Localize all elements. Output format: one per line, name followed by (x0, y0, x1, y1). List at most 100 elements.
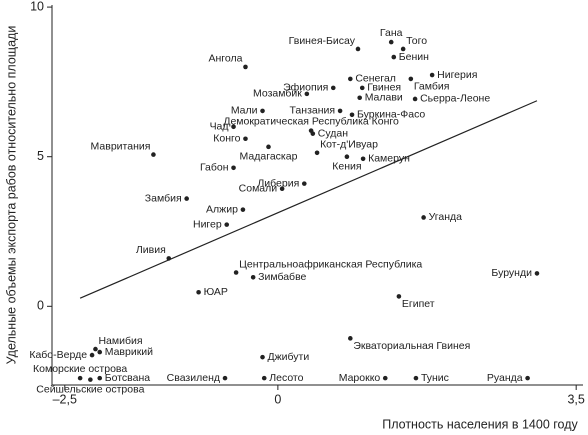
x-tick-label: –2,5 (53, 392, 77, 406)
point (279, 186, 285, 192)
point-label: Гана (380, 27, 403, 39)
point-label: Сенегал (355, 73, 396, 85)
y-axis-title: Удельные объемы экспорта рабов относител… (4, 26, 18, 365)
point-label: Бурунди (491, 267, 532, 279)
point (77, 375, 83, 381)
point-label: Ливия (136, 244, 166, 256)
point-label: Свазиленд (167, 372, 220, 384)
point-label: Центральноафриканская Республика (239, 258, 422, 270)
point (261, 375, 267, 381)
point-label: Замбия (145, 192, 182, 204)
point-label: Малави (365, 92, 403, 104)
point-label: Сьерра-Леоне (420, 93, 490, 105)
point (412, 96, 418, 102)
point (243, 64, 248, 70)
point (421, 215, 426, 220)
point-label: Габон (200, 162, 229, 174)
point-label: Алжир (206, 203, 238, 215)
point-label: Мали (231, 105, 258, 117)
point-label: Кабо-Верде (29, 349, 87, 361)
point (400, 46, 406, 52)
point (429, 72, 435, 78)
point (344, 154, 350, 160)
trend-line (79, 100, 538, 299)
point (534, 271, 540, 276)
point-label: Кот-д'Ивуар (320, 139, 378, 151)
point-label: Марокко (339, 372, 381, 384)
point (355, 46, 361, 52)
point (314, 150, 320, 156)
point-label: Конго (213, 133, 240, 145)
x-tick-label: 0 (274, 392, 281, 406)
point (89, 352, 95, 358)
point (310, 131, 316, 136)
point (184, 196, 189, 201)
point (224, 222, 230, 227)
point (348, 76, 353, 82)
point-label: Танзания (289, 105, 335, 117)
point-label: Ботсвана (105, 372, 151, 384)
point-label: Сомали (239, 182, 278, 194)
point (382, 375, 388, 381)
point (301, 181, 307, 186)
point-label: Лесото (269, 372, 303, 384)
point (97, 349, 103, 355)
point (233, 270, 239, 275)
point-label: Экваториальная Гвинея (353, 340, 470, 352)
point-label: Сейшельские острова (36, 383, 144, 395)
point (240, 207, 246, 212)
point-label: Камерун (368, 153, 410, 165)
point-label: Мозамбик (253, 88, 302, 100)
point-label: Нигерия (437, 69, 477, 81)
x-axis-title: Плотность населения в 1400 году (382, 417, 578, 431)
point-label: ЮАР (204, 286, 228, 298)
point-label: Кения (332, 160, 361, 172)
point (93, 346, 98, 352)
point-label: Гвинея (367, 82, 401, 94)
point-label: Коморские острова (33, 363, 127, 375)
point (97, 375, 103, 381)
y-tick-label: 10 (30, 0, 44, 13)
point (525, 375, 530, 381)
point (391, 54, 397, 60)
point (260, 108, 265, 114)
point (408, 76, 414, 82)
point (260, 354, 265, 360)
point-label: Тунис (421, 372, 449, 384)
point-label: Руанда (487, 372, 523, 384)
point (151, 152, 156, 157)
point (222, 375, 228, 381)
point (413, 375, 419, 381)
point (166, 256, 172, 261)
point (231, 124, 236, 130)
point (357, 95, 362, 101)
point (349, 112, 355, 118)
y-tick-label: 5 (37, 149, 44, 163)
point-label: Того (406, 35, 427, 47)
x-tick-label: 3,5 (567, 392, 584, 406)
point-label: Джибути (268, 351, 310, 363)
point (231, 165, 236, 171)
point (250, 274, 256, 280)
point-label: Нигер (193, 218, 222, 230)
point (88, 377, 93, 382)
point-label: Чад (210, 121, 229, 133)
point-label: Зимбабве (258, 271, 306, 283)
point-label: Мадагаскар (240, 151, 298, 163)
point-label: Намибия (98, 335, 142, 347)
point (396, 294, 402, 299)
point-label: Судан (318, 127, 348, 139)
point (304, 91, 310, 97)
point-label: Гвинея-Бисау (289, 35, 356, 47)
point-label: Буркина-Фасо (357, 109, 425, 121)
point (337, 108, 343, 114)
point (243, 136, 248, 142)
point (266, 144, 271, 150)
point-label: Египет (402, 298, 435, 310)
point-label: Демократическая Республика Конго (223, 115, 399, 127)
point-label: Ангола (208, 53, 242, 65)
point-label: Гамбия (414, 81, 450, 93)
point-label: Бенин (399, 51, 429, 63)
point (348, 336, 353, 341)
